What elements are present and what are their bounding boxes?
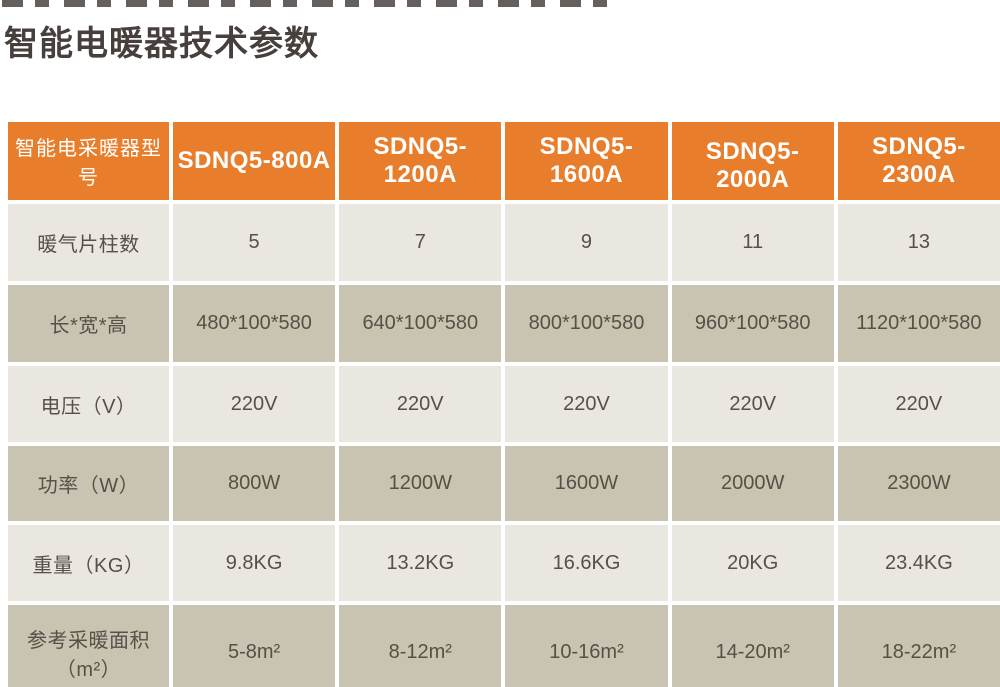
value-cell: 800*100*580 [505, 285, 668, 362]
value-cell: 5-8m² [173, 605, 336, 687]
row-label-dimensions: 长*宽*高 [8, 285, 169, 362]
value-cell: 220V [671, 366, 834, 442]
value-cell: 480*100*580 [173, 285, 336, 362]
value-cell: 14-20m² [671, 605, 834, 687]
value-cell: 7 [339, 204, 502, 281]
value-cell: 13.2KG [339, 525, 502, 601]
value-cell: 960*100*580 [671, 285, 834, 362]
page-title: 智能电暖器技术参数 [4, 25, 319, 63]
cropped-text-fragments [2, 0, 620, 7]
value-cell: 8-12m² [339, 605, 502, 687]
value-cell: 2300W [837, 446, 1000, 521]
value-cell: 16.6KG [505, 525, 668, 601]
row-label-weight: 重量（KG） [8, 525, 169, 601]
value-cell: 23.4KG [837, 525, 1000, 601]
value-cell: 220V [505, 366, 668, 442]
value-cell: 13 [837, 204, 1000, 281]
model-name: SDNQ5-2300A [872, 133, 966, 188]
model-name: SDNQ5-800A [177, 147, 331, 174]
header-cell-model-4: SDNQ5-2300A [837, 122, 1000, 200]
value-cell: 1600W [505, 446, 668, 521]
model-name: SDNQ5-2000A [705, 138, 800, 193]
spec-table: 智能电采暖器型号 SDNQ5-800A SDNQ5-1200A SDNQ5-16… [8, 122, 1000, 687]
model-name: SDNQ5-1600A [539, 133, 634, 188]
value-cell: 220V [173, 366, 336, 442]
value-cell: 800W [173, 446, 336, 521]
value-cell: 9.8KG [173, 525, 336, 601]
row-label-voltage: 电压（V） [8, 366, 169, 442]
model-name: SDNQ5-1200A [373, 133, 468, 188]
header-cell-model-2: SDNQ5-1600A [505, 122, 668, 200]
value-cell: 220V [339, 366, 502, 442]
value-cell: 640*100*580 [339, 285, 502, 362]
row-label-heating-area: 参考采暖面积（m²） [8, 605, 169, 687]
value-cell: 10-16m² [505, 605, 668, 687]
value-cell: 5 [173, 204, 336, 281]
value-cell: 20KG [671, 525, 834, 601]
header-cell-model-3: SDNQ5-2000A [671, 122, 834, 200]
row-label-power: 功率（W） [8, 446, 169, 521]
header-cell-model-0: SDNQ5-800A [173, 122, 336, 200]
header-cell-model-1: SDNQ5-1200A [339, 122, 502, 200]
value-cell: 11 [671, 204, 834, 281]
value-cell: 220V [837, 366, 1000, 442]
header-cell-model-label: 智能电采暖器型号 [8, 122, 169, 200]
value-cell: 9 [505, 204, 668, 281]
value-cell: 1200W [339, 446, 502, 521]
value-cell: 18-22m² [837, 605, 1000, 687]
row-label-columns: 暖气片柱数 [8, 204, 169, 281]
value-cell: 2000W [671, 446, 834, 521]
value-cell: 1120*100*580 [837, 285, 1000, 362]
